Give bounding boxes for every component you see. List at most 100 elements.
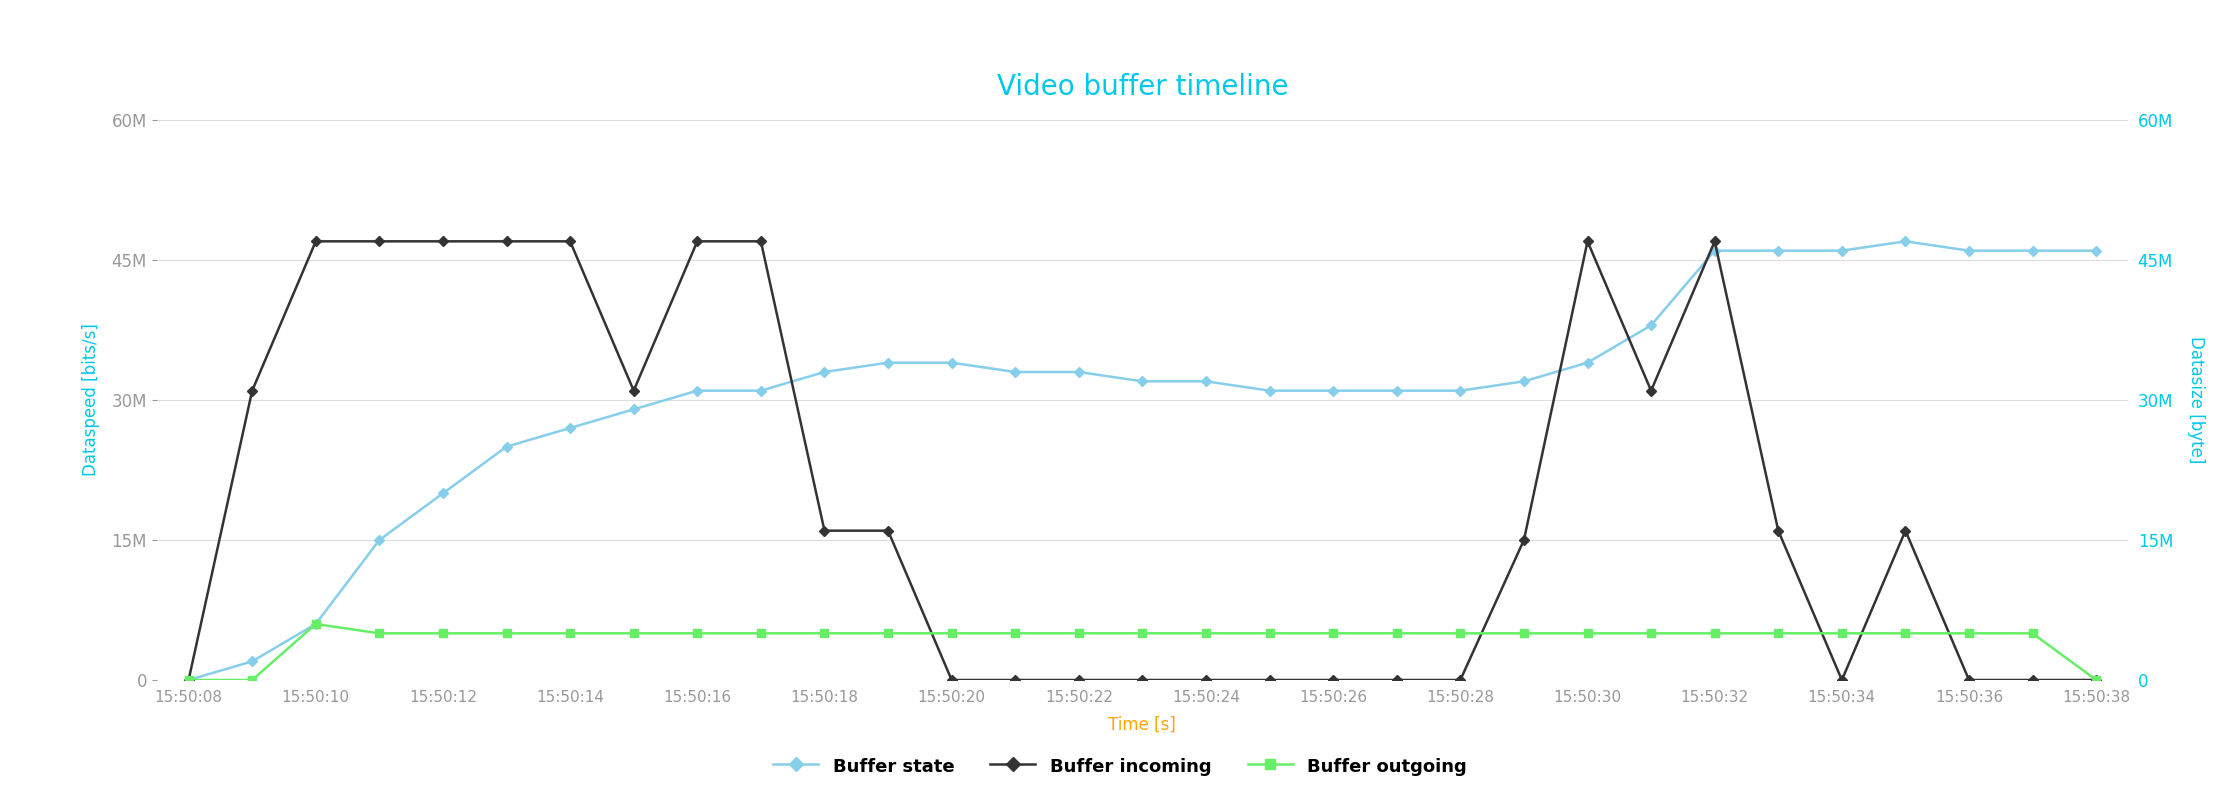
- Buffer incoming: [1257, 675, 1284, 685]
- Buffer outgoing: [1956, 629, 1982, 638]
- Buffer state: [620, 405, 647, 414]
- Title: Video buffer timeline: Video buffer timeline: [997, 73, 1288, 101]
- Buffer outgoing: [1066, 629, 1093, 638]
- Buffer incoming: [1384, 675, 1411, 685]
- Buffer state: [874, 358, 900, 367]
- Buffer state: [1447, 386, 1474, 395]
- X-axis label: Time [s]: Time [s]: [1109, 716, 1176, 734]
- Buffer incoming: [874, 526, 900, 535]
- Buffer outgoing: [620, 629, 647, 638]
- Buffer state: [1510, 377, 1537, 386]
- Buffer state: [2018, 246, 2045, 255]
- Buffer state: [240, 657, 267, 666]
- Buffer outgoing: [1129, 629, 1156, 638]
- Buffer outgoing: [1192, 629, 1219, 638]
- Buffer incoming: [1765, 526, 1792, 535]
- Buffer outgoing: [1765, 629, 1792, 638]
- Buffer outgoing: [1257, 629, 1284, 638]
- Y-axis label: Datasize [byte]: Datasize [byte]: [2186, 336, 2204, 464]
- Buffer outgoing: [1575, 629, 1602, 638]
- Line: Buffer outgoing: Buffer outgoing: [184, 620, 2101, 684]
- Buffer outgoing: [240, 675, 267, 685]
- Buffer outgoing: [430, 629, 457, 638]
- Buffer state: [175, 675, 202, 685]
- Buffer outgoing: [1510, 629, 1537, 638]
- Buffer state: [1001, 367, 1028, 377]
- Buffer outgoing: [1637, 629, 1664, 638]
- Buffer outgoing: [939, 629, 965, 638]
- Buffer incoming: [811, 526, 838, 535]
- Buffer state: [430, 489, 457, 498]
- Buffer incoming: [1066, 675, 1093, 685]
- Buffer outgoing: [1001, 629, 1028, 638]
- Buffer state: [1765, 246, 1792, 255]
- Buffer state: [1319, 386, 1346, 395]
- Buffer outgoing: [1384, 629, 1411, 638]
- Buffer state: [2083, 246, 2110, 255]
- Buffer state: [1384, 386, 1411, 395]
- Buffer incoming: [175, 675, 202, 685]
- Buffer incoming: [939, 675, 965, 685]
- Buffer incoming: [365, 237, 392, 246]
- Buffer state: [1066, 367, 1093, 377]
- Buffer incoming: [683, 237, 710, 246]
- Line: Buffer incoming: Buffer incoming: [184, 238, 2101, 684]
- Buffer state: [1637, 321, 1664, 330]
- Buffer state: [493, 442, 520, 451]
- Buffer outgoing: [2083, 675, 2110, 685]
- Buffer incoming: [1192, 675, 1219, 685]
- Buffer outgoing: [1319, 629, 1346, 638]
- Buffer state: [811, 367, 838, 377]
- Buffer incoming: [430, 237, 457, 246]
- Buffer outgoing: [811, 629, 838, 638]
- Buffer outgoing: [558, 629, 585, 638]
- Buffer incoming: [240, 386, 267, 395]
- Y-axis label: Dataspeed [bits/s]: Dataspeed [bits/s]: [83, 323, 101, 477]
- Buffer outgoing: [1893, 629, 1920, 638]
- Buffer incoming: [1828, 675, 1855, 685]
- Buffer state: [748, 386, 775, 395]
- Buffer incoming: [1319, 675, 1346, 685]
- Legend: Buffer state, Buffer incoming, Buffer outgoing: Buffer state, Buffer incoming, Buffer ou…: [766, 749, 1474, 783]
- Buffer incoming: [558, 237, 585, 246]
- Buffer state: [1257, 386, 1284, 395]
- Buffer outgoing: [1447, 629, 1474, 638]
- Buffer state: [558, 423, 585, 433]
- Buffer incoming: [1575, 237, 1602, 246]
- Buffer incoming: [1956, 675, 1982, 685]
- Buffer outgoing: [2018, 629, 2045, 638]
- Buffer outgoing: [365, 629, 392, 638]
- Buffer incoming: [302, 237, 329, 246]
- Buffer state: [683, 386, 710, 395]
- Buffer state: [1828, 246, 1855, 255]
- Buffer incoming: [1700, 237, 1727, 246]
- Buffer incoming: [1001, 675, 1028, 685]
- Buffer incoming: [1447, 675, 1474, 685]
- Buffer outgoing: [1828, 629, 1855, 638]
- Buffer state: [1893, 237, 1920, 246]
- Buffer outgoing: [175, 675, 202, 685]
- Buffer outgoing: [874, 629, 900, 638]
- Buffer state: [302, 619, 329, 629]
- Buffer state: [939, 358, 965, 367]
- Buffer outgoing: [302, 619, 329, 629]
- Buffer incoming: [2083, 675, 2110, 685]
- Buffer outgoing: [683, 629, 710, 638]
- Buffer incoming: [748, 237, 775, 246]
- Buffer outgoing: [493, 629, 520, 638]
- Buffer incoming: [493, 237, 520, 246]
- Line: Buffer state: Buffer state: [184, 238, 2101, 684]
- Buffer state: [1192, 377, 1219, 386]
- Buffer state: [1129, 377, 1156, 386]
- Buffer incoming: [1637, 386, 1664, 395]
- Buffer outgoing: [1700, 629, 1727, 638]
- Buffer incoming: [1510, 535, 1537, 545]
- Buffer outgoing: [748, 629, 775, 638]
- Buffer incoming: [620, 386, 647, 395]
- Buffer incoming: [1129, 675, 1156, 685]
- Buffer incoming: [1893, 526, 1920, 535]
- Buffer state: [1956, 246, 1982, 255]
- Buffer state: [1575, 358, 1602, 367]
- Buffer incoming: [2018, 675, 2045, 685]
- Buffer state: [365, 535, 392, 545]
